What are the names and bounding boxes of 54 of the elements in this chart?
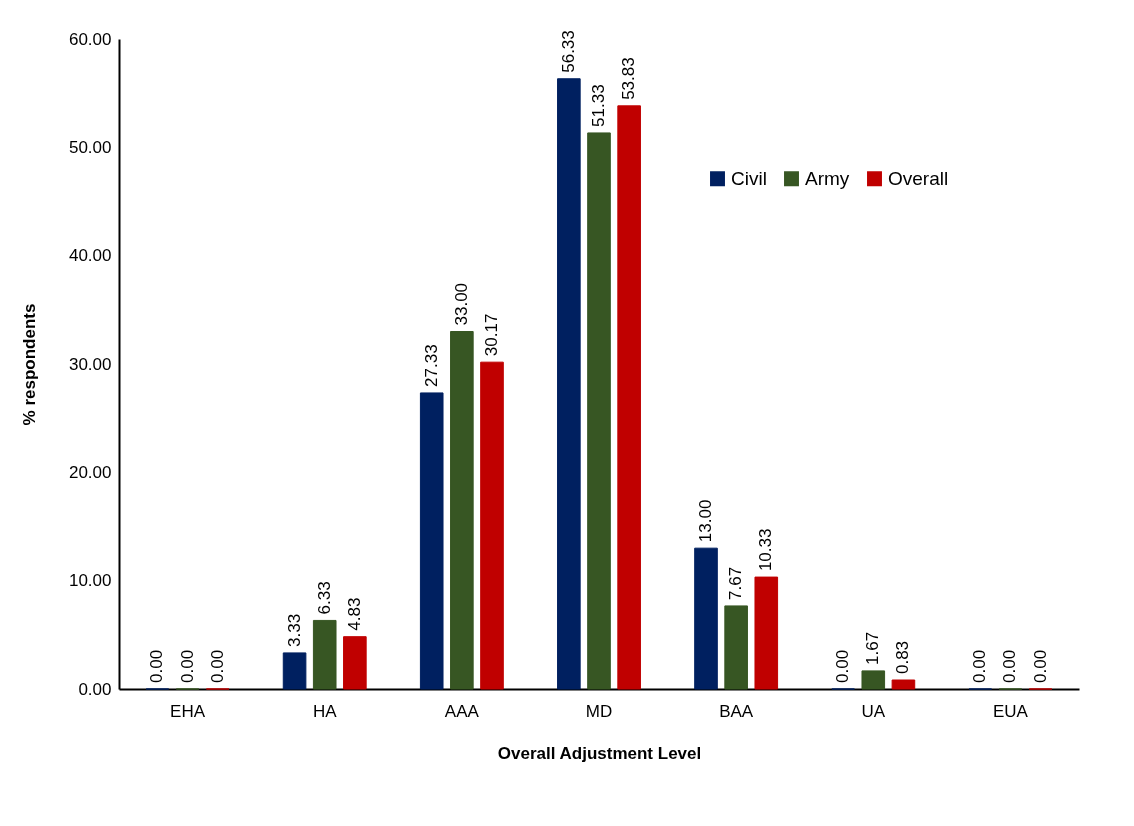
bar bbox=[557, 78, 581, 690]
data-label: 4.83 bbox=[344, 597, 364, 631]
data-label: 3.33 bbox=[284, 613, 304, 647]
data-label: 0.00 bbox=[970, 649, 990, 683]
bar bbox=[480, 361, 504, 690]
x-tick-label: BAA bbox=[719, 701, 754, 721]
legend-label: Army bbox=[805, 167, 850, 189]
x-tick-label: AAA bbox=[444, 701, 480, 721]
data-label: 51.33 bbox=[589, 84, 608, 127]
bar bbox=[891, 679, 916, 690]
data-label: 0.00 bbox=[147, 649, 167, 683]
data-label: 30.17 bbox=[482, 313, 501, 357]
data-label: 56.33 bbox=[558, 30, 578, 73]
data-label: 6.33 bbox=[314, 581, 334, 615]
data-label: 33.00 bbox=[451, 282, 471, 326]
data-label: 10.33 bbox=[756, 528, 776, 572]
bar bbox=[282, 652, 307, 690]
bar bbox=[450, 331, 474, 690]
y-tick-label: 0.00 bbox=[78, 679, 112, 699]
bar bbox=[312, 619, 337, 690]
y-tick-label: 60.00 bbox=[68, 29, 112, 49]
data-label: 0.00 bbox=[1030, 649, 1050, 683]
y-tick-label: 20.00 bbox=[68, 462, 112, 482]
data-label: 1.67 bbox=[863, 631, 883, 665]
bar bbox=[587, 132, 611, 690]
data-label: 53.83 bbox=[619, 57, 639, 100]
data-label: 0.00 bbox=[1000, 649, 1020, 683]
bar bbox=[617, 105, 641, 690]
y-tick-label: 30.00 bbox=[68, 354, 112, 374]
x-tick-label: HA bbox=[312, 701, 338, 721]
bar bbox=[724, 605, 748, 690]
x-tick-label: UA bbox=[861, 701, 886, 721]
x-tick-label: EHA bbox=[170, 701, 206, 721]
data-label: 13.00 bbox=[696, 499, 715, 543]
data-label: 7.67 bbox=[726, 566, 746, 600]
x-axis-title: Overall Adjustment Level bbox=[497, 743, 702, 763]
y-tick-label: 50.00 bbox=[68, 137, 112, 157]
data-label: 0.00 bbox=[833, 649, 853, 683]
data-label: 0.00 bbox=[177, 649, 197, 683]
y-tick-label: 40.00 bbox=[68, 246, 112, 266]
y-axis-title: % respondents bbox=[19, 303, 39, 426]
legend-label: Civil bbox=[731, 167, 767, 189]
bar bbox=[343, 636, 367, 690]
bar bbox=[861, 670, 886, 690]
bar bbox=[754, 576, 779, 690]
bar bbox=[694, 547, 718, 690]
y-tick-label: 10.00 bbox=[68, 571, 112, 591]
data-label: 27.33 bbox=[421, 344, 441, 387]
data-label: 0.00 bbox=[207, 649, 227, 683]
x-tick-label: EUA bbox=[992, 701, 1029, 721]
bar bbox=[419, 392, 444, 690]
x-tick-label: MD bbox=[585, 701, 613, 721]
legend-label: Overall bbox=[888, 167, 949, 189]
data-label: 0.83 bbox=[893, 640, 913, 675]
